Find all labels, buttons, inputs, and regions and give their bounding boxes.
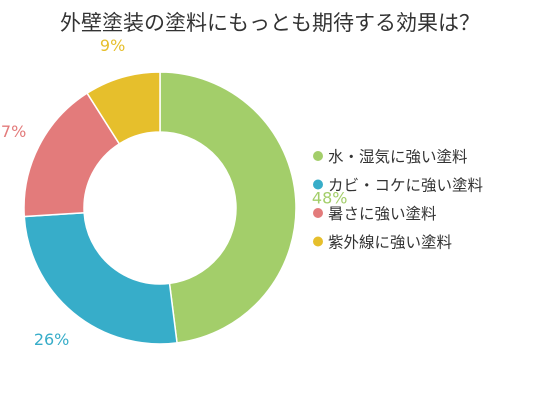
donut-slice-4 (86, 71, 161, 145)
donut-slices (23, 71, 297, 345)
legend-item-2: カビ・コケに強い塗料 (313, 176, 483, 195)
donut-slice-1 (159, 71, 297, 344)
donut-slice-2 (23, 211, 178, 345)
legend-label-1: 水・湿気に強い塗料 (328, 147, 468, 166)
legend-label-4: 紫外線に強い塗料 (328, 233, 452, 252)
value-labels: 48% 26% 17% 9% (0, 36, 347, 349)
legend-item-1: 水・湿気に強い塗料 (313, 147, 468, 166)
legend-label-3: 暑さに強い塗料 (328, 204, 437, 223)
value-label-1: 48% (312, 188, 348, 207)
value-label-2: 26% (34, 330, 70, 349)
value-label-3: 17% (0, 122, 26, 141)
chart-title: 外壁塗装の塗料にもっとも期待する効果は？ (60, 11, 480, 35)
legend-item-4: 紫外線に強い塗料 (313, 233, 452, 252)
legend-swatch-3 (313, 208, 323, 218)
legend-swatch-2 (313, 179, 323, 190)
legend-swatch-1 (313, 151, 323, 161)
value-label-4: 9% (100, 36, 125, 55)
legend-swatch-4 (313, 236, 323, 247)
legend-label-2: カビ・コケに強い塗料 (328, 176, 483, 195)
legend-item-3: 暑さに強い塗料 (313, 204, 437, 223)
